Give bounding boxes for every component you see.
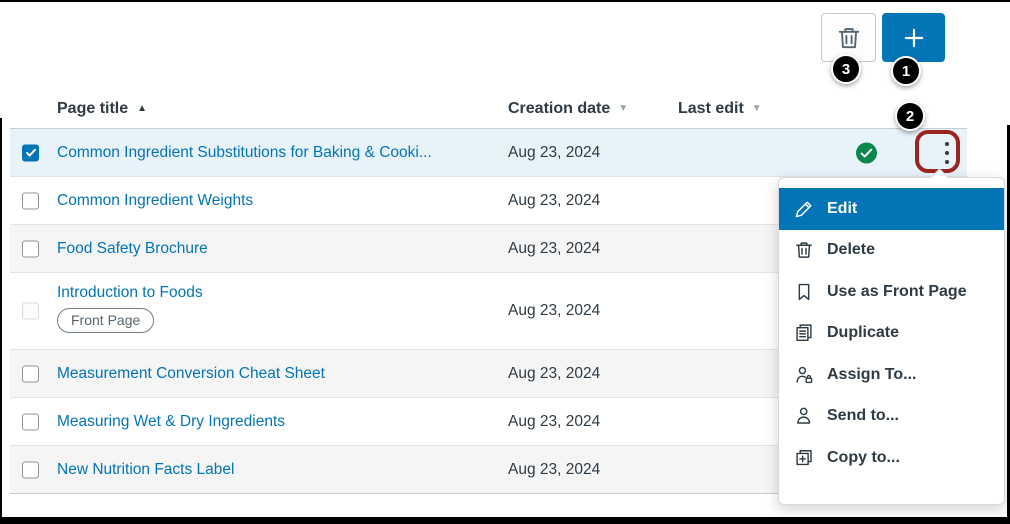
sort-icon: ▼ [751, 103, 762, 114]
trash-icon [794, 240, 814, 260]
creation-date-cell: Aug 23, 2024 [508, 143, 601, 161]
creation-date-cell: Aug 23, 2024 [508, 302, 601, 319]
title-with-badge: Introduction to Foods Front Page [57, 284, 203, 333]
menu-item-label: Use as Front Page [827, 282, 967, 300]
menu-item-label: Copy to... [827, 448, 900, 466]
menu-item-send-to[interactable]: Send to... [779, 396, 1004, 438]
row-checkbox[interactable] [22, 413, 39, 430]
callout-badge-3: 3 [831, 54, 861, 84]
table-header-row: Page title ▲ Creation date ▼ Last edit ▼ [10, 95, 967, 129]
page-title-link[interactable]: Common Ingredient Substitutions for Baki… [57, 143, 432, 161]
row-checkbox[interactable] [22, 461, 39, 478]
page-title-link[interactable]: Food Safety Brochure [57, 239, 208, 257]
menu-item-use-as-front-page[interactable]: Use as Front Page [779, 271, 1004, 313]
column-header-page-title[interactable]: Page title ▲ [57, 100, 147, 118]
trash-icon [836, 25, 862, 51]
menu-item-label: Duplicate [827, 324, 900, 342]
screenshot-border-right [1007, 125, 1010, 517]
menu-item-duplicate[interactable]: Duplicate [779, 313, 1004, 355]
page-options-context-menu: Edit Delete Use as Front Page Duplicate Assi… [778, 177, 1005, 505]
page-title-link[interactable]: New Nutrition Facts Label [57, 460, 235, 478]
creation-date-cell: Aug 23, 2024 [508, 412, 601, 430]
row-checkbox[interactable] [22, 144, 39, 161]
page-title-link[interactable]: Measuring Wet & Dry Ingredients [57, 412, 286, 430]
copy-to-icon [794, 448, 814, 468]
plus-icon [902, 26, 926, 50]
row-checkbox[interactable] [22, 365, 39, 382]
send-to-icon [794, 406, 814, 426]
callout-badge-1: 1 [891, 56, 921, 86]
duplicate-icon [794, 323, 814, 343]
pencil-icon [794, 199, 814, 219]
bookmark-icon [794, 282, 814, 302]
menu-item-label: Delete [827, 241, 876, 259]
page-title-link[interactable]: Introduction to Foods [57, 284, 203, 301]
creation-date-cell: Aug 23, 2024 [508, 460, 601, 478]
screenshot-border-bottom [0, 517, 1010, 524]
creation-date-cell: Aug 23, 2024 [508, 239, 601, 257]
row-checkbox [22, 302, 39, 320]
published-check-icon[interactable] [856, 142, 877, 163]
add-page-button[interactable] [882, 13, 945, 62]
sort-ascending-icon: ▲ [137, 103, 148, 114]
page-title-header-label: Page title [57, 100, 129, 117]
last-edit-header-label: Last edit [678, 100, 744, 117]
screenshot-border-top [0, 0, 1010, 2]
row-checkbox[interactable] [22, 240, 39, 257]
menu-item-delete[interactable]: Delete [779, 230, 1004, 272]
column-header-last-edit[interactable]: Last edit ▼ [678, 100, 762, 118]
menu-item-copy-to[interactable]: Copy to... [779, 437, 1004, 479]
menu-item-label: Send to... [827, 407, 899, 425]
delete-pages-button[interactable] [821, 13, 876, 62]
menu-item-edit[interactable]: Edit [779, 188, 1004, 230]
creation-date-cell: Aug 23, 2024 [508, 191, 601, 209]
menu-item-assign-to[interactable]: Assign To... [779, 354, 1004, 396]
creation-date-header-label: Creation date [508, 100, 611, 117]
kebab-menu-button[interactable] [925, 133, 969, 173]
page-title-link[interactable]: Measurement Conversion Cheat Sheet [57, 364, 325, 382]
creation-date-cell: Aug 23, 2024 [508, 364, 601, 382]
page-title-link[interactable]: Common Ingredient Weights [57, 191, 254, 209]
callout-badge-2: 2 [895, 101, 925, 131]
sort-icon: ▼ [618, 103, 629, 114]
table-row: Common Ingredient Substitutions for Baki… [10, 129, 967, 177]
row-checkbox[interactable] [22, 192, 39, 209]
column-header-creation-date[interactable]: Creation date ▼ [508, 100, 628, 118]
screenshot-border-left [0, 118, 2, 517]
front-page-badge: Front Page [57, 308, 155, 333]
menu-item-label: Edit [827, 199, 858, 217]
menu-item-label: Assign To... [827, 365, 917, 383]
assign-to-icon [794, 365, 814, 385]
